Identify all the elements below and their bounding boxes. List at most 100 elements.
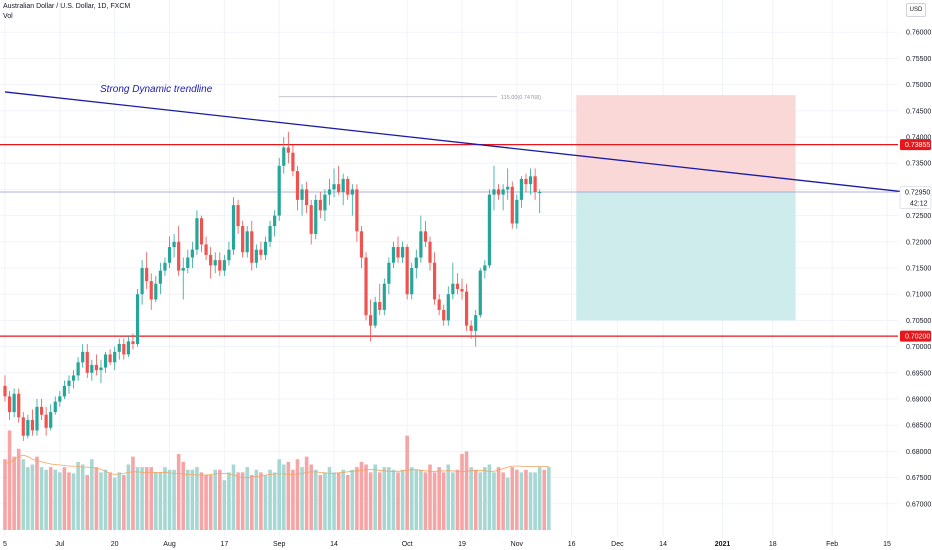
time-axis[interactable]: 5 Jul 20 Aug 17 Sep 14 Oct 19 Nov 16 Dec 14 2021 18 Feb…: [3, 541, 891, 548]
candle-body-15: [71, 375, 76, 381]
volume-bar-35: [163, 467, 167, 530]
price-tick-3: 0.68500: [906, 423, 931, 430]
time-tick-4: 17: [220, 541, 228, 548]
position-tool[interactable]: [576, 95, 796, 321]
annotations: Strong Dynamic trendline 115.00(0.74768): [100, 84, 541, 101]
candle-body-18: [85, 351, 89, 373]
candle-13: [62, 380, 67, 399]
volume-bar-104: [478, 472, 483, 530]
current-price-badge: [899, 186, 932, 209]
candle-43: [199, 215, 204, 253]
volume-bar-94: [432, 472, 437, 530]
position-reward-zone: [576, 192, 796, 321]
price-tick-14: 0.74000: [906, 135, 931, 142]
candle-body-22: [103, 354, 108, 368]
trendline[interactable]: [4, 91, 906, 193]
candle-1: [7, 391, 12, 420]
symbol-title: Australian Dollar / U.S. Dollar, 1D, FXC…: [3, 3, 131, 10]
volume-bar-108: [496, 467, 501, 530]
candle-81: [373, 296, 377, 329]
volume-bar-116: [533, 472, 537, 530]
volume-bar-16: [76, 461, 80, 530]
volume-bar-9: [44, 469, 48, 530]
volume-bar-97: [446, 464, 451, 530]
candle-body-2: [12, 393, 16, 413]
volume-bar-27: [126, 464, 131, 530]
horizontal-levels[interactable]: [0, 143, 898, 337]
volume-bar-55: [254, 469, 259, 530]
volume-bar-81: [373, 464, 377, 530]
candle-body-50: [231, 205, 236, 250]
price-tick-17: 0.75500: [906, 56, 931, 63]
candle-110: [506, 168, 510, 200]
volume-bar-41: [190, 469, 195, 530]
candle-body-28: [131, 341, 135, 344]
price-tick-5: 0.69500: [906, 370, 931, 377]
time-tick-0: 5: [3, 541, 7, 548]
candle-105: [483, 260, 487, 279]
volume-bar-12: [58, 472, 62, 530]
candle-body-98: [451, 283, 455, 295]
candle-body-30: [140, 268, 144, 295]
candle-body-38: [177, 241, 181, 271]
candle-body-113: [519, 178, 524, 200]
candle-29: [135, 288, 140, 347]
volume-bar-11: [53, 469, 58, 530]
candle-body-3: [17, 393, 21, 418]
candle-80: [369, 299, 373, 342]
price-tick-13: 0.73500: [906, 161, 931, 168]
candle-body-102: [469, 325, 473, 331]
candle-body-89: [410, 268, 414, 295]
candle-33: [154, 275, 158, 303]
candle-32: [149, 273, 153, 310]
candle-body-23: [108, 354, 112, 363]
candle-6: [30, 409, 35, 436]
candle-66: [305, 181, 309, 213]
volume-bar-28: [131, 456, 135, 530]
time-tick-7: Oct: [402, 541, 413, 548]
candle-84: [387, 257, 391, 295]
volume-bar-111: [510, 467, 515, 530]
volume-bar-46: [213, 469, 218, 530]
candle-27: [126, 336, 130, 358]
candle-body-114: [524, 178, 528, 185]
candle-88: [405, 244, 409, 300]
volume-bar-66: [304, 456, 309, 530]
candle-body-25: [117, 343, 121, 352]
volume-bar-21: [99, 472, 103, 530]
candle-0: [3, 375, 7, 402]
candle-body-70: [323, 194, 327, 211]
volume-bar-106: [487, 464, 492, 530]
candle-body-31: [145, 268, 149, 282]
volume-bar-36: [167, 469, 172, 530]
candle-19: [90, 359, 94, 381]
candle-body-11: [53, 401, 57, 413]
candle-115: [528, 168, 533, 195]
candle-body-76: [350, 189, 354, 195]
volume-label: Vol: [3, 13, 13, 20]
candle-58: [268, 220, 272, 248]
candle-95: [437, 294, 441, 316]
candle-30: [140, 260, 144, 305]
candle-49: [227, 241, 231, 266]
candle-46: [213, 252, 217, 274]
time-tick-11: Dec: [611, 541, 624, 548]
candle-body-84: [387, 262, 391, 284]
volume-bar-112: [515, 469, 519, 530]
candle-body-103: [474, 315, 478, 331]
candle-body-48: [222, 260, 226, 271]
time-tick-9: Nov: [511, 541, 524, 548]
candle-68: [314, 194, 318, 240]
candle-15: [71, 370, 76, 389]
volume-bar-53: [245, 467, 250, 530]
candle-body-96: [442, 309, 446, 321]
volume-bar-63: [291, 469, 295, 530]
currency-button[interactable]: USD: [906, 3, 926, 17]
volume-ma-line: [5, 454, 549, 479]
candle-82: [378, 283, 382, 316]
price-axis[interactable]: 0.67000 0.67500 0.68000 0.68500 0.69000 0.695…: [899, 30, 932, 509]
volume-bar-25: [117, 472, 122, 530]
price-tick-1: 0.67500: [906, 475, 931, 482]
candle-body-45: [209, 254, 213, 266]
